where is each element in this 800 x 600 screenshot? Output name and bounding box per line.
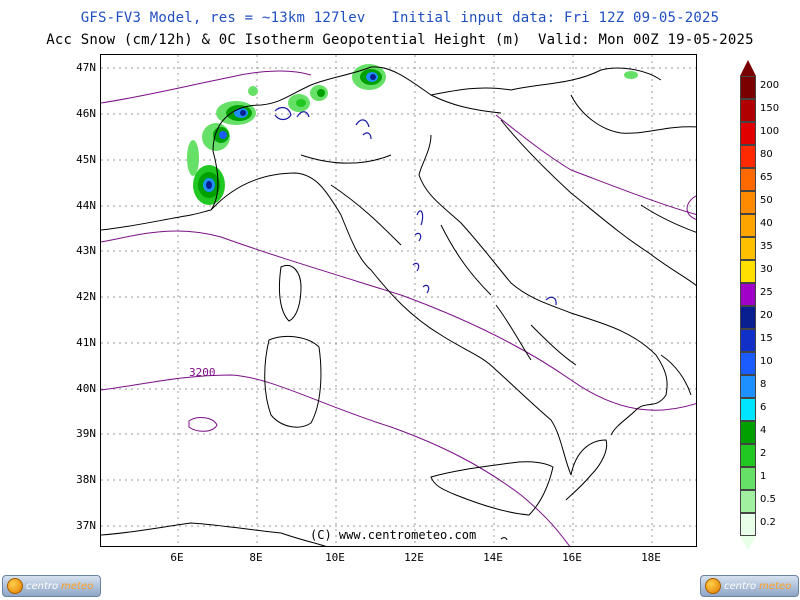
isotherm-contours [101,70,696,546]
lat-label-45: 45N [76,153,96,166]
lat-label-42: 42N [76,290,96,303]
legend-label: 35 [760,241,773,252]
legend-swatch [740,214,756,237]
lat-lon-grid [101,55,696,546]
legend-swatch [740,398,756,421]
map-credit: (C) www.centrometeo.com [310,528,477,542]
legend-swatch [740,444,756,467]
legend-label: 100 [760,126,780,137]
lat-label-44: 44N [76,199,96,212]
legend-swatch [740,260,756,283]
legend-label: 2 [760,448,767,459]
lon-label-8e: 8E [249,551,263,564]
snow-patch-western-alps-south [193,165,225,205]
legend-label: 0.5 [760,494,776,505]
lat-label-46: 46N [76,107,96,120]
legend-label: 80 [760,149,773,160]
legend-swatch [740,513,756,536]
legend-swatch [740,237,756,260]
lakes [274,106,557,306]
legend-swatch [740,76,756,99]
model-title: GFS-FV3 Model, res = ~13km 127lev Initia… [80,10,720,26]
lat-label-41: 41N [76,336,96,349]
legend-label: 10 [760,356,773,367]
legend-label: 25 [760,287,773,298]
legend-swatch [740,283,756,306]
snow-patch-aosta-north [248,86,258,96]
legend-label: 8 [760,379,767,390]
centrometeo-logo-left[interactable]: centro meteo [2,575,101,597]
map-canvas: 3200 [101,55,696,546]
legend-label: 1 [760,471,767,482]
lat-label-38: 38N [76,473,96,486]
legend-swatch [740,490,756,513]
legend-swatch [740,421,756,444]
legend-label: 0.2 [760,517,776,528]
legend-swatch [740,99,756,122]
legend-swatch [740,375,756,398]
legend-swatch [740,352,756,375]
legend-label: 150 [760,103,780,114]
legend-label: 40 [760,218,773,229]
lon-label-18e: 18E [641,551,661,564]
lon-label-6e: 6E [170,551,184,564]
legend-bottom-arrow [740,536,756,550]
legend-swatch [740,145,756,168]
lon-label-14e: 14E [483,551,503,564]
legend-swatch [740,329,756,352]
legend-label: 65 [760,172,773,183]
snow-patch-central-alps [288,85,328,112]
legend-swatch [740,467,756,490]
lat-label-37: 37N [76,519,96,532]
field-title: Acc Snow (cm/12h) & 0C Isotherm Geopoten… [46,32,754,48]
contour-label: 3200 [189,366,216,379]
legend-swatch [740,168,756,191]
lat-label-43: 43N [76,244,96,257]
legend-label: 15 [760,333,773,344]
snow-patch-austria [624,71,638,79]
centrometeo-logo-right[interactable]: centro meteo [700,575,799,597]
globe-icon [7,578,23,594]
legend-swatch [740,306,756,329]
legend-label: 200 [760,80,780,91]
legend-label: 50 [760,195,773,206]
legend-swatch [740,191,756,214]
legend-swatch [740,122,756,145]
lat-label-39: 39N [76,427,96,440]
coastlines-borders [101,66,696,546]
snowfall-patches [187,64,638,205]
legend-label: 6 [760,402,767,413]
legend-label: 30 [760,264,773,275]
lon-label-12e: 12E [404,551,424,564]
snow-patch-western-alps-mid [187,123,230,176]
legend-label: 4 [760,425,767,436]
snow-legend: 200 150 100 80 65 50 40 35 30 25 20 15 10 8 6 4 2 1 0.5 0.2 [740,60,800,550]
legend-label: 20 [760,310,773,321]
legend-top-arrow [740,60,756,76]
lon-label-16e: 16E [562,551,582,564]
lat-label-47: 47N [76,61,96,74]
lat-label-40: 40N [76,382,96,395]
map-area: 3200 [100,54,697,547]
globe-icon [705,578,721,594]
lon-label-10e: 10E [325,551,345,564]
